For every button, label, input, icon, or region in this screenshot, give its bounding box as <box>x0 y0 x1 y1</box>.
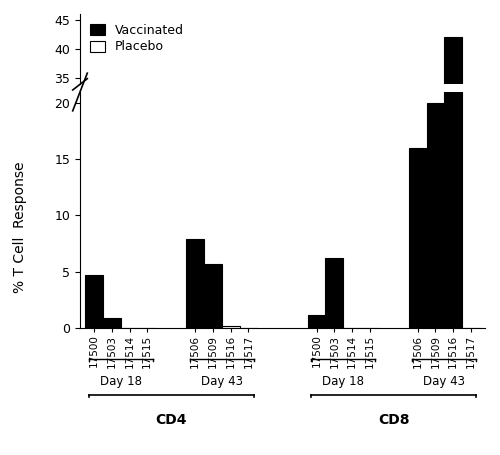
Legend: Vaccinated, Placebo: Vaccinated, Placebo <box>86 20 188 57</box>
Bar <box>409 190 426 284</box>
Text: Day 43: Day 43 <box>201 375 243 388</box>
Bar <box>103 279 120 284</box>
Text: CD4: CD4 <box>156 413 187 427</box>
Bar <box>409 148 426 328</box>
Bar <box>426 103 444 328</box>
Bar <box>444 37 462 284</box>
Bar <box>444 0 462 328</box>
Bar <box>186 239 204 328</box>
Bar <box>186 238 204 284</box>
Bar <box>426 167 444 284</box>
Bar <box>103 318 120 328</box>
Bar <box>308 315 326 328</box>
Bar <box>326 258 343 328</box>
Bar <box>326 248 343 284</box>
Text: Day 18: Day 18 <box>100 375 141 388</box>
Text: Day 18: Day 18 <box>322 375 364 388</box>
Bar <box>308 278 326 284</box>
Text: % T Cell  Response: % T Cell Response <box>13 162 27 293</box>
Bar <box>86 275 103 328</box>
Text: CD8: CD8 <box>378 413 410 427</box>
Bar <box>86 257 103 284</box>
Bar <box>222 326 240 328</box>
Bar <box>204 251 222 284</box>
Text: Day 43: Day 43 <box>424 375 466 388</box>
Bar <box>204 263 222 328</box>
